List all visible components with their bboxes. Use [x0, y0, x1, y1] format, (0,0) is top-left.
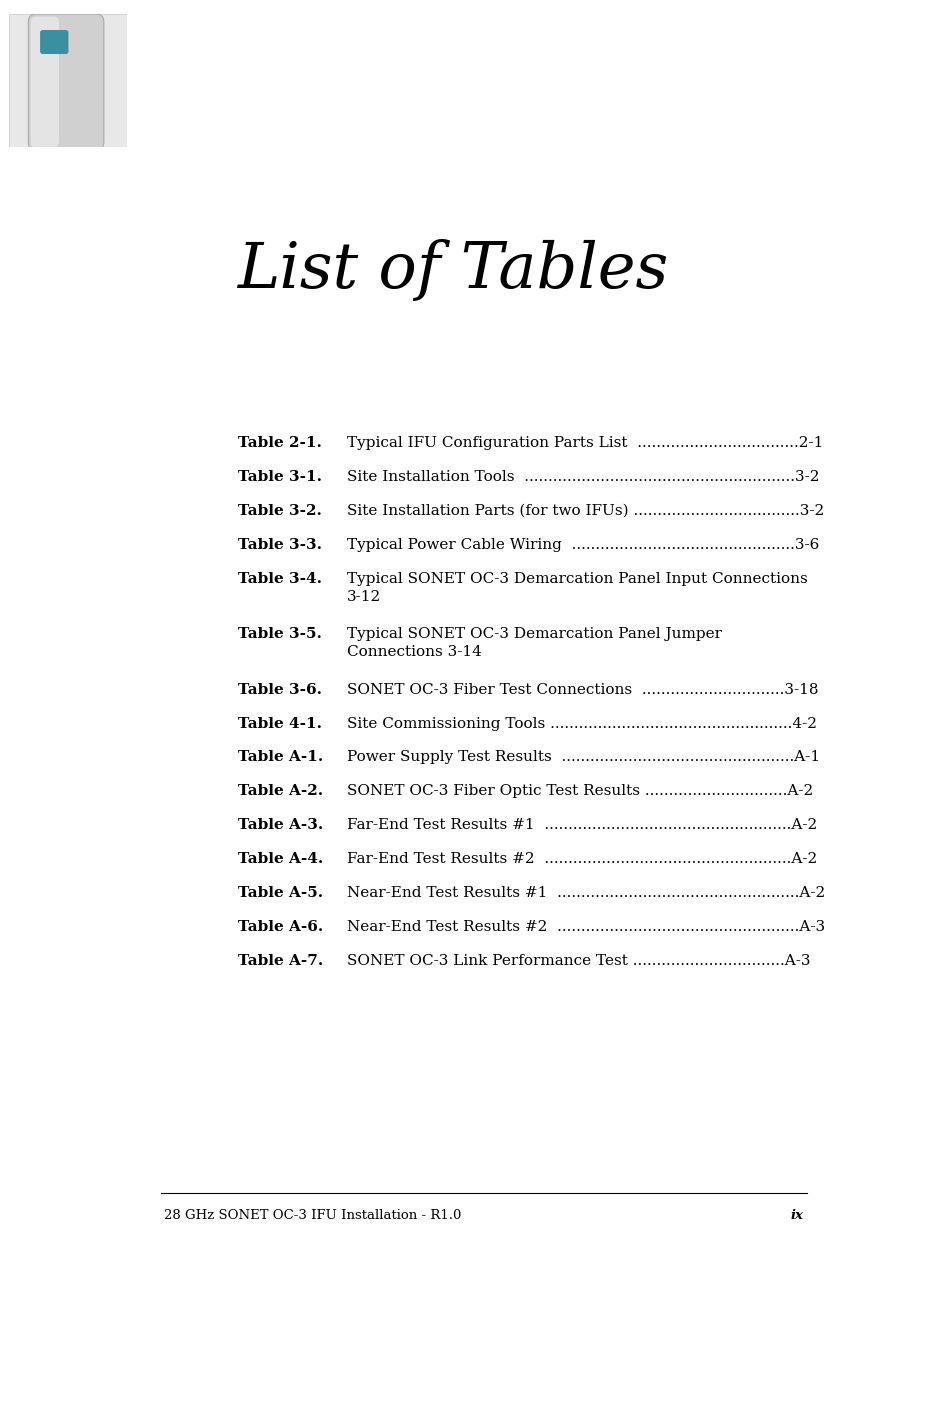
Text: SONET OC-3 Link Performance Test ................................A-3: SONET OC-3 Link Performance Test .......… [346, 954, 810, 968]
Text: Typical Power Cable Wiring  ...............................................3-6: Typical Power Cable Wiring .............… [346, 537, 819, 551]
Text: Site Installation Tools  .......................................................: Site Installation Tools ................… [346, 470, 819, 484]
Text: Site Installation Parts (for two IFUs) ...................................3-2: Site Installation Parts (for two IFUs) .… [346, 504, 824, 518]
Text: Near-End Test Results #2  ...................................................A-3: Near-End Test Results #2 ...............… [346, 920, 825, 934]
Text: Table 3-6.: Table 3-6. [238, 683, 322, 697]
FancyBboxPatch shape [30, 17, 59, 147]
FancyBboxPatch shape [28, 14, 104, 150]
Text: Table A-6.: Table A-6. [238, 920, 324, 934]
Text: 28 GHz SONET OC-3 IFU Installation - R1.0: 28 GHz SONET OC-3 IFU Installation - R1.… [164, 1208, 462, 1222]
Text: Table 2-1.: Table 2-1. [238, 436, 322, 450]
Text: Table A-1.: Table A-1. [238, 751, 324, 765]
Text: Table A-7.: Table A-7. [238, 954, 324, 968]
Text: Typical SONET OC-3 Demarcation Panel Input Connections
3-12: Typical SONET OC-3 Demarcation Panel Inp… [346, 572, 807, 603]
Text: Typical IFU Configuration Parts List  ..................................2-1: Typical IFU Configuration Parts List ...… [346, 436, 823, 450]
Text: Table 4-1.: Table 4-1. [238, 717, 322, 731]
Text: Table 3-5.: Table 3-5. [238, 627, 322, 641]
Text: ix: ix [790, 1208, 803, 1222]
Text: Table A-5.: Table A-5. [238, 887, 323, 899]
FancyBboxPatch shape [9, 14, 127, 147]
Text: Table A-2.: Table A-2. [238, 784, 323, 798]
Text: Table A-4.: Table A-4. [238, 852, 324, 866]
Text: SONET OC-3 Fiber Test Connections  ..............................3-18: SONET OC-3 Fiber Test Connections ......… [346, 683, 818, 697]
Text: Power Supply Test Results  .................................................A-1: Power Supply Test Results ..............… [346, 751, 819, 765]
Text: Far-End Test Results #2  ....................................................A-2: Far-End Test Results #2 ................… [346, 852, 817, 866]
Text: Typical SONET OC-3 Demarcation Panel Jumper
Connections 3-14: Typical SONET OC-3 Demarcation Panel Jum… [346, 627, 721, 659]
Text: Far-End Test Results #1  ....................................................A-2: Far-End Test Results #1 ................… [346, 818, 817, 832]
Text: SONET OC-3 Fiber Optic Test Results ..............................A-2: SONET OC-3 Fiber Optic Test Results ....… [346, 784, 813, 798]
FancyBboxPatch shape [40, 29, 69, 53]
Text: Table 3-4.: Table 3-4. [238, 572, 322, 586]
Text: Table A-3.: Table A-3. [238, 818, 324, 832]
Text: Site Commissioning Tools ...................................................4-2: Site Commissioning Tools ...............… [346, 717, 817, 731]
Text: List of Tables: List of Tables [238, 240, 669, 302]
Text: Table 3-1.: Table 3-1. [238, 470, 322, 484]
Text: Table 3-3.: Table 3-3. [238, 537, 322, 551]
Text: Near-End Test Results #1  ...................................................A-2: Near-End Test Results #1 ...............… [346, 887, 825, 899]
Text: Table 3-2.: Table 3-2. [238, 504, 322, 518]
